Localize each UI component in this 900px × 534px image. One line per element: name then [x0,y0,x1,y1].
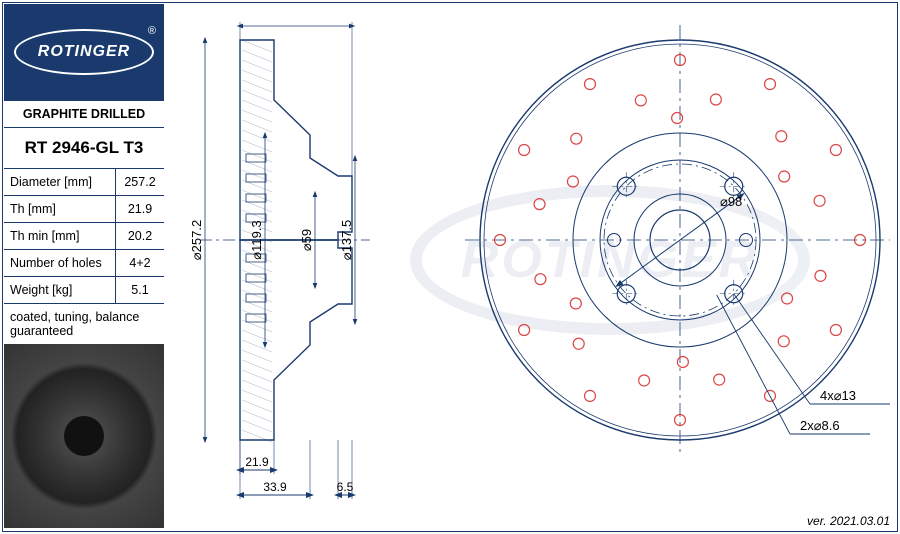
svg-text:⌀98: ⌀98 [720,194,742,209]
spec-note: coated, tuning, balance guaranteed [4,304,164,345]
drawing-svg: ⌀257.2 ⌀119.3 ⌀59 ⌀137.5 21.9 33.9 6.5 ⌀98 4x⌀13… [180,10,890,510]
technical-drawing: ⌀257.2 ⌀119.3 ⌀59 ⌀137.5 21.9 33.9 6.5 ⌀98 4x⌀13… [180,10,890,510]
spec-row: Diameter [mm] 257.2 [4,169,164,196]
spec-row: Th [mm] 21.9 [4,196,164,223]
svg-text:21.9: 21.9 [245,455,269,469]
version-label: ver. 2021.03.01 [807,514,890,528]
spec-value: 20.2 [116,223,164,249]
spec-label: Diameter [mm] [4,169,116,195]
svg-text:⌀59: ⌀59 [299,229,314,251]
svg-text:⌀119.3: ⌀119.3 [249,220,264,259]
category-row: GRAPHITE DRILLED [4,101,164,128]
registered-icon: ® [148,25,156,37]
svg-text:2x⌀8.6: 2x⌀8.6 [800,418,840,433]
spec-value: 5.1 [116,277,164,303]
spec-label: Weight [kg] [4,277,116,303]
spec-value: 257.2 [116,169,164,195]
spec-table: GRAPHITE DRILLED RT 2946-GL T3 Diameter … [4,100,164,345]
svg-text:4x⌀13: 4x⌀13 [820,388,856,403]
brand-name: ROTINGER [38,43,130,61]
spec-row: Number of holes 4+2 [4,250,164,277]
spec-row: Th min [mm] 20.2 [4,223,164,250]
spec-value: 4+2 [116,250,164,276]
svg-text:⌀137.5: ⌀137.5 [339,220,354,260]
svg-text:6.5: 6.5 [337,480,354,494]
spec-label: Th [mm] [4,196,116,222]
svg-text:33.9: 33.9 [263,480,287,494]
product-photo [4,344,164,528]
part-number: RT 2946-GL T3 [4,128,164,169]
spec-label: Th min [mm] [4,223,116,249]
spec-row: Weight [kg] 5.1 [4,277,164,304]
spec-label: Number of holes [4,250,116,276]
svg-text:⌀257.2: ⌀257.2 [189,220,204,260]
spec-value: 21.9 [116,196,164,222]
brand-logo: ROTINGER ® [4,4,164,100]
